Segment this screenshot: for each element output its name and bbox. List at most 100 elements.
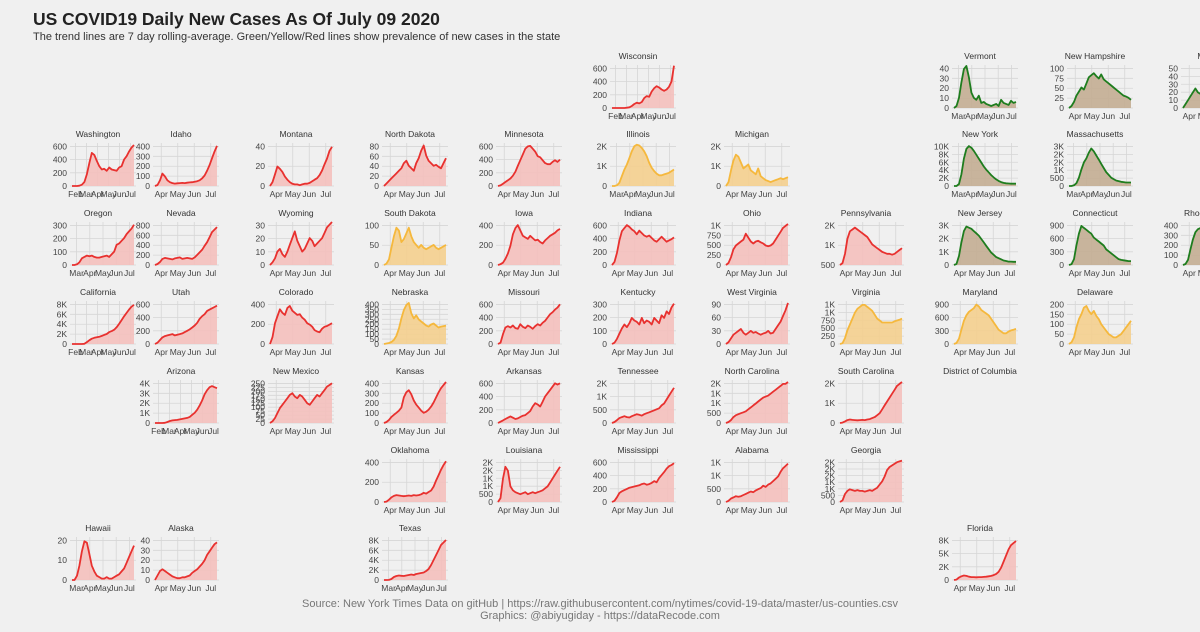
y-tick-label: 400: [1164, 220, 1178, 230]
y-tick-label: 400: [365, 457, 379, 467]
y-tick-label: 0: [260, 260, 265, 270]
x-tick-label: Apr: [83, 268, 96, 278]
x-tick-label: Jun: [416, 268, 430, 278]
x-tick-label: Jun: [872, 268, 886, 278]
x-tick-label: Jun: [1101, 347, 1115, 357]
x-tick-label: Jul: [548, 505, 559, 515]
series-line: [383, 460, 447, 503]
y-tick-label: 5K: [939, 549, 950, 559]
y-tick-label: 125: [251, 398, 265, 408]
y-tick-label: 600: [53, 141, 67, 151]
series-area: [612, 303, 674, 344]
x-tick-label: Jun: [302, 426, 316, 436]
series-area: [384, 303, 446, 344]
y-tick-label: 1K: [711, 388, 722, 398]
y-tick-label: 750: [707, 230, 721, 240]
y-tick-label: 0: [62, 181, 67, 191]
panel-title: Oregon: [84, 208, 113, 218]
series-line: [154, 145, 218, 187]
y-tick-label: 0: [602, 497, 607, 507]
x-tick-label: Apr: [384, 189, 397, 199]
series-area: [155, 305, 217, 344]
y-tick-label: 0: [716, 181, 721, 191]
panel-kentucky: Kentucky 0 100 200 300 Apr May Jun Jul: [593, 287, 676, 357]
series-line: [497, 303, 561, 345]
x-tick-label: May: [513, 426, 530, 436]
panel-title: South Carolina: [838, 366, 895, 376]
panel-florida: Florida 0 2K 5K 8K Apr May Jun Jul: [939, 523, 1018, 593]
x-tick-label: Mar: [79, 189, 94, 199]
y-tick-label: 1K: [483, 473, 494, 483]
panel-title: Mississippi: [617, 445, 658, 455]
y-tick-label: 250: [707, 250, 721, 260]
panel-title: West Virginia: [727, 287, 777, 297]
x-tick-label: May: [285, 426, 302, 436]
panel-title: Idaho: [170, 129, 192, 139]
y-tick-label: 225: [251, 382, 265, 392]
y-tick-label: 200: [365, 398, 379, 408]
y-tick-label: 400: [365, 378, 379, 388]
y-tick-label: 2K: [825, 471, 836, 481]
y-tick-label: 500: [479, 489, 493, 499]
y-tick-label: 200: [1050, 299, 1064, 309]
x-tick-label: May: [100, 347, 117, 357]
panel-montana: Montana 0 20 40 Apr May Jun Jul: [256, 129, 334, 199]
y-tick-label: 600: [136, 230, 150, 240]
panel-title: Utah: [172, 287, 190, 297]
x-tick-label: Jul: [776, 347, 787, 357]
x-tick-label: Jun: [649, 189, 663, 199]
x-tick-label: Jul: [320, 189, 331, 199]
y-tick-label: 600: [479, 141, 493, 151]
series-area: [270, 146, 332, 186]
y-tick-label: 0: [602, 103, 607, 113]
y-tick-label: 500: [593, 405, 607, 415]
x-tick-label: May: [513, 505, 530, 515]
y-tick-label: 1K: [711, 220, 722, 230]
panel-title: Iowa: [515, 208, 533, 218]
x-tick-label: Jul: [776, 268, 787, 278]
series-line: [383, 226, 447, 266]
y-tick-label: 300: [1164, 230, 1178, 240]
y-tick-label: 0: [944, 339, 949, 349]
panel-title: Oklahoma: [391, 445, 430, 455]
panel-district-of-columbia: District of Columbia: [943, 366, 1017, 376]
x-tick-label: Apr: [498, 505, 511, 515]
y-tick-label: 6K: [939, 157, 950, 167]
y-tick-label: 0: [602, 181, 607, 191]
y-tick-label: 2K: [1054, 157, 1065, 167]
series-area: [612, 225, 674, 265]
x-tick-label: Jul: [320, 268, 331, 278]
series-line: [725, 462, 789, 503]
x-tick-label: Apr: [1080, 189, 1093, 199]
series-area: [1069, 73, 1131, 108]
y-tick-label: 40: [940, 63, 950, 73]
x-tick-label: Jul: [124, 583, 135, 593]
x-tick-label: Jun: [644, 268, 658, 278]
x-tick-label: Jul: [548, 426, 559, 436]
series-area: [72, 224, 134, 265]
y-tick-label: 400: [53, 155, 67, 165]
y-tick-label: 20: [370, 171, 380, 181]
y-tick-label: 400: [479, 392, 493, 402]
x-tick-label: Jul: [664, 189, 675, 199]
x-tick-label: Feb: [68, 347, 83, 357]
y-tick-label: 1K: [483, 481, 494, 491]
panel-title: Massachusetts: [1067, 129, 1124, 139]
x-tick-label: May: [170, 189, 187, 199]
y-tick-label: 90: [712, 299, 722, 309]
y-tick-label: 200: [136, 161, 150, 171]
x-tick-label: Jun: [187, 583, 201, 593]
x-tick-label: Jun: [991, 189, 1005, 199]
series-line: [72, 144, 135, 187]
x-tick-label: Apr: [612, 268, 625, 278]
series-area: [384, 145, 446, 186]
x-tick-label: Apr: [384, 347, 397, 357]
series-area: [1069, 225, 1131, 265]
x-tick-label: Jun: [416, 426, 430, 436]
